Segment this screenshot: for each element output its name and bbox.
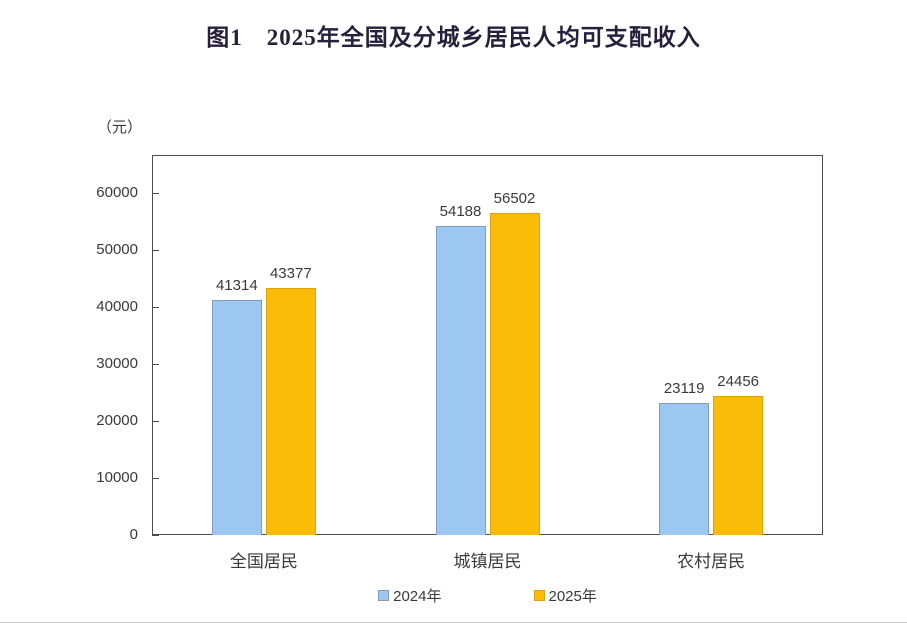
bar-value-label: 24456	[717, 372, 760, 390]
y-tick-label: 40000	[96, 298, 138, 315]
y-tick-label: 0	[129, 526, 138, 543]
y-tick-label: 10000	[96, 469, 138, 486]
x-category-label: 全国居民	[229, 552, 298, 571]
y-tick-mark	[152, 363, 159, 365]
bar-value-label: 23119	[663, 380, 705, 398]
bar-2025年-农村居民	[713, 395, 764, 535]
x-category-label: 农村居民	[677, 552, 746, 571]
y-tick-mark	[152, 420, 159, 422]
bar-value-label: 41314	[215, 276, 258, 294]
legend-item-2024年: 2024年	[378, 585, 442, 606]
legend-label: 2025年	[548, 588, 597, 605]
y-tick-mark	[152, 192, 159, 194]
bar-value-label: 56502	[493, 189, 536, 207]
x-category-label: 城镇居民	[453, 552, 522, 571]
chart-title: 图1 2025年全国及分城乡居民人均可支配收入	[206, 25, 701, 50]
bar-2024年-农村居民	[659, 403, 710, 535]
legend: 2024年 2025年	[152, 585, 823, 606]
y-tick-label: 20000	[96, 412, 138, 429]
y-tick-label: 30000	[96, 355, 138, 372]
y-tick-label: 50000	[96, 241, 138, 258]
bar-2024年-城镇居民	[435, 226, 486, 535]
y-tick-mark	[152, 249, 159, 251]
legend-swatch-2024年	[378, 590, 390, 601]
bar-value-label: 54188	[439, 203, 482, 221]
bar-value-label: 43377	[269, 264, 312, 282]
plot-area	[152, 155, 823, 535]
y-tick-label: 60000	[96, 184, 138, 201]
legend-label: 2024年	[393, 588, 442, 605]
bar-2025年-城镇居民	[489, 212, 540, 535]
bar-2025年-全国居民	[265, 287, 316, 535]
y-tick-mark	[152, 477, 159, 479]
legend-swatch-2025年	[533, 590, 545, 601]
legend-item-2025年: 2025年	[533, 585, 597, 606]
y-axis-unit-label: （元）	[97, 119, 143, 136]
y-tick-mark	[152, 306, 159, 308]
bar-2024年-全国居民	[211, 299, 262, 535]
y-tick-mark	[152, 534, 159, 536]
